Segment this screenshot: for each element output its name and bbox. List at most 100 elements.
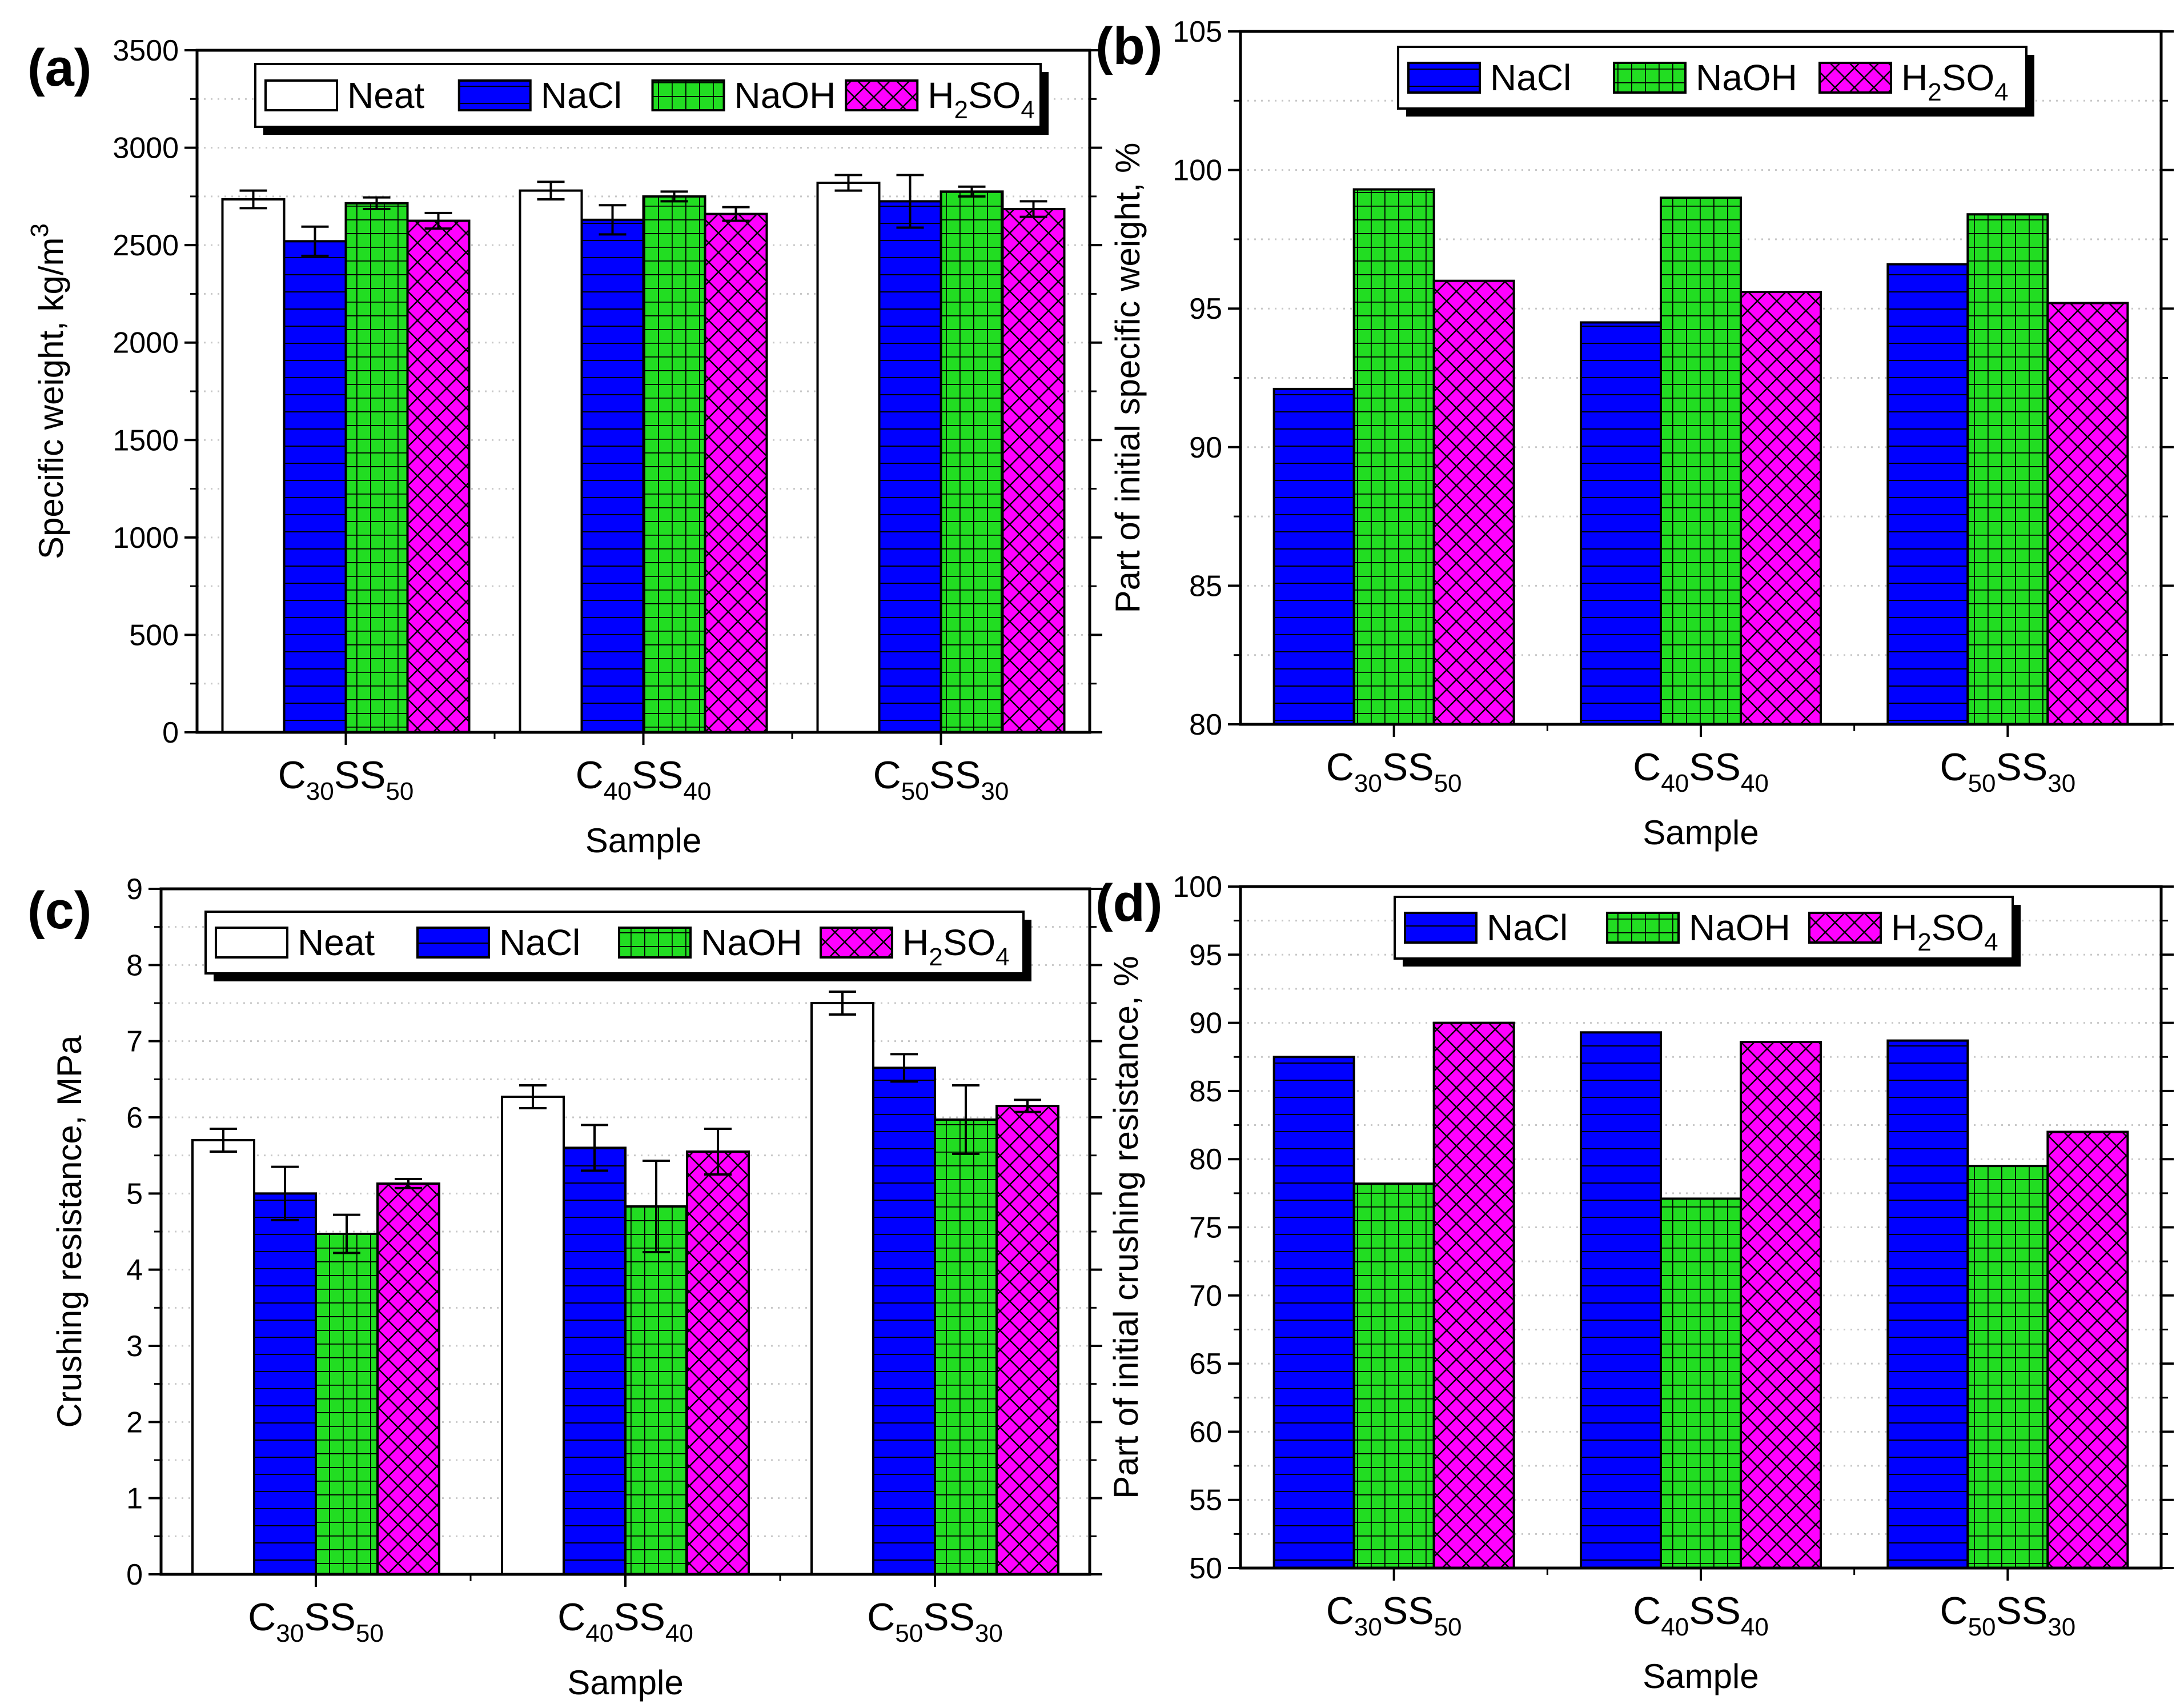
legend-swatch-nacl xyxy=(1404,912,1478,944)
y-tick-label: 100 xyxy=(1173,871,1222,904)
legend-sub: 4 xyxy=(1021,96,1034,124)
y-title-text: Specific weight, kg/m xyxy=(32,237,70,559)
legend-text: NaOH xyxy=(1696,57,1797,98)
cat-sub: 40 xyxy=(585,1619,613,1647)
legend-text: NaCl xyxy=(541,75,622,116)
legend-sub: 2 xyxy=(1917,928,1931,956)
legend-text: SO xyxy=(968,75,1021,116)
y-tick-label: 3500 xyxy=(113,34,179,67)
y-tick-label: 90 xyxy=(1189,431,1222,464)
legend-swatch-neat xyxy=(264,79,338,111)
bar-h2so4 xyxy=(686,1150,750,1575)
x-tick-label: C40SS40 xyxy=(1633,745,1769,797)
bar-naoh xyxy=(642,195,706,734)
bar-h2so4 xyxy=(2046,302,2129,725)
panel-label: (a) xyxy=(27,39,91,97)
bar-h2so4 xyxy=(704,213,768,733)
bar-nacl xyxy=(1886,1039,1969,1570)
cat-main: SS xyxy=(304,1595,356,1639)
cat-sub: 50 xyxy=(386,777,413,805)
bar-h2so4 xyxy=(406,219,471,733)
legend-label-naoh: NaOH xyxy=(1689,907,1790,948)
bar-nacl xyxy=(1272,1056,1355,1569)
x-axis-title: Sample xyxy=(1643,1657,1759,1695)
y-tick-label: 80 xyxy=(1189,708,1222,741)
y-tick-label: 3 xyxy=(126,1330,143,1363)
x-tick-label: C30SS50 xyxy=(248,1595,384,1647)
y-tick-label: 4 xyxy=(126,1254,143,1287)
cat-main: SS xyxy=(1382,745,1434,789)
cat-main: SS xyxy=(632,753,684,797)
y-tick-label: 50 xyxy=(1189,1552,1222,1585)
y-tick-label: 100 xyxy=(1173,154,1222,187)
legend-label-naoh: NaOH xyxy=(701,922,802,963)
cat-sub: 40 xyxy=(1741,1613,1769,1641)
cat-sub: 50 xyxy=(895,1619,923,1647)
legend-text: SO xyxy=(1942,57,1994,98)
y-tick-label: 0 xyxy=(126,1558,143,1591)
x-tick-label: C40SS40 xyxy=(557,1595,693,1647)
legend-text: H xyxy=(1901,57,1928,98)
cat-main: C xyxy=(1326,745,1354,789)
y-tick-label: 95 xyxy=(1189,292,1222,326)
x-axis-title: Sample xyxy=(585,821,701,860)
cat-main: C xyxy=(278,753,306,797)
cat-sub: 30 xyxy=(2048,1613,2075,1641)
bar-nacl xyxy=(1272,387,1355,725)
cat-main: C xyxy=(1633,1589,1661,1633)
cat-main: C xyxy=(1940,1589,1968,1633)
legend-label-nacl: NaCl xyxy=(499,922,580,963)
y-tick-label: 70 xyxy=(1189,1280,1222,1313)
legend-text: H xyxy=(902,922,929,963)
panel-label: (c) xyxy=(27,881,91,940)
cat-main: C xyxy=(248,1595,276,1639)
cat-sub: 30 xyxy=(306,777,334,805)
cat-sub: 50 xyxy=(1968,1613,1996,1641)
cat-sub: 40 xyxy=(1661,1613,1689,1641)
legend-swatch-naoh xyxy=(1613,62,1687,94)
bar-nacl xyxy=(283,240,347,733)
y-tick-label: 75 xyxy=(1189,1212,1222,1245)
cat-main: C xyxy=(1633,745,1661,789)
legend-label-h2so4: H2SO4 xyxy=(902,922,1010,971)
x-axis-title: Sample xyxy=(1643,813,1759,852)
cat-sub: 30 xyxy=(276,1619,304,1647)
y-tick-label: 3000 xyxy=(113,132,179,165)
legend-swatch-nacl xyxy=(457,79,532,111)
bar-nacl xyxy=(253,1192,317,1575)
cat-sub: 30 xyxy=(2048,769,2075,797)
y-axis-title: Part of initial specific weight, % xyxy=(1109,143,1147,614)
y-tick-label: 1000 xyxy=(113,522,179,555)
legend-sub: 2 xyxy=(1928,78,1941,106)
y-tick-label: 5 xyxy=(126,1177,143,1210)
y-tick-label: 95 xyxy=(1189,939,1222,972)
cat-main: SS xyxy=(1689,745,1741,789)
cat-main: C xyxy=(576,753,604,797)
legend-text: NaCl xyxy=(499,922,580,963)
legend-text: H xyxy=(928,75,954,116)
legend-swatch-h2so4 xyxy=(1808,912,1882,944)
legend-sub: 4 xyxy=(1994,78,2008,106)
bar-naoh xyxy=(1352,1182,1435,1569)
cat-main: SS xyxy=(1996,745,2048,789)
cat-main: SS xyxy=(929,753,981,797)
bar-nacl xyxy=(1580,321,1662,725)
y-tick-label: 0 xyxy=(162,716,179,749)
legend-label-neat: Neat xyxy=(298,922,375,963)
cat-main: C xyxy=(867,1595,895,1639)
y-tick-label: 55 xyxy=(1189,1484,1222,1517)
legend-label-nacl: NaCl xyxy=(541,75,622,116)
legend-label-h2so4: H2SO4 xyxy=(928,75,1035,124)
legend-label-nacl: NaCl xyxy=(1487,907,1568,948)
x-tick-label: C50SS30 xyxy=(873,753,1009,805)
y-tick-label: 2000 xyxy=(113,327,179,360)
legend-sub: 4 xyxy=(1984,928,1998,956)
legend-label-neat: Neat xyxy=(347,75,424,116)
bar-nacl xyxy=(872,1066,936,1576)
y-tick-label: 90 xyxy=(1189,1007,1222,1040)
legend-text: NaCl xyxy=(1487,907,1568,948)
y-tick-label: 500 xyxy=(129,619,179,652)
cat-sub: 30 xyxy=(981,777,1009,805)
